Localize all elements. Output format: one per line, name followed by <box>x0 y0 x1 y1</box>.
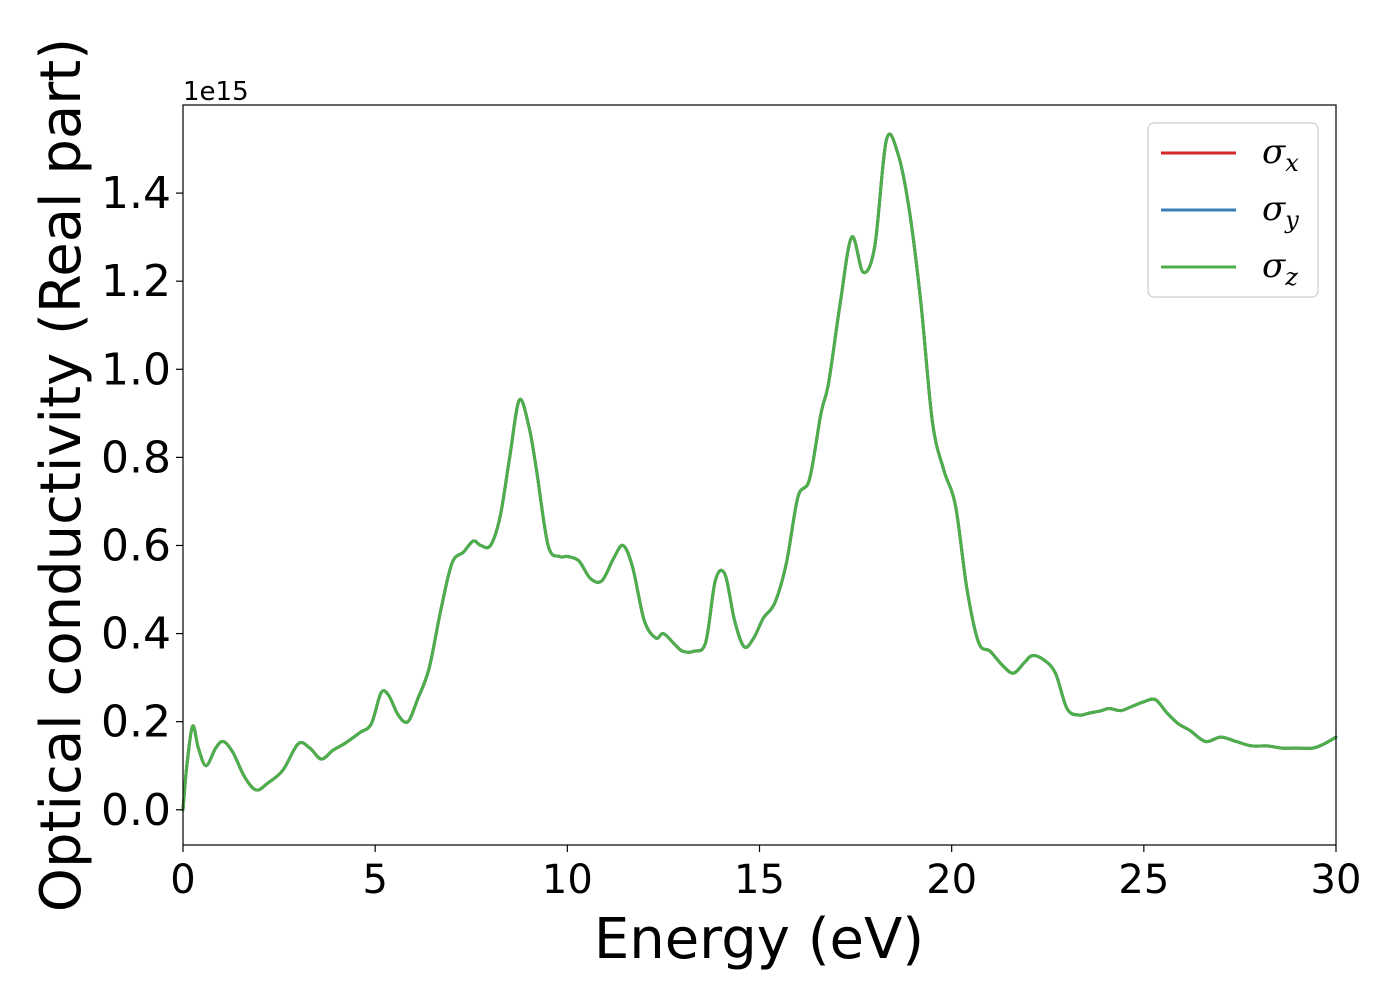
y-tick-label: 0.0 <box>101 785 171 836</box>
series-line-z <box>181 132 1338 812</box>
x-tick-label: 5 <box>362 857 387 903</box>
x-tick-label: 25 <box>1118 857 1169 903</box>
x-tick-label: 0 <box>170 857 195 903</box>
y-tick-label: 0.8 <box>101 432 171 483</box>
series-layer <box>181 132 1338 812</box>
y-offset-text: 1e15 <box>183 77 249 107</box>
x-axis: 0 5 10 15 20 25 30 <box>170 845 1361 903</box>
y-tick-label: 0.4 <box>101 609 171 660</box>
x-axis-label: Energy (eV) <box>594 907 924 972</box>
y-tick-label: 0.2 <box>101 697 171 748</box>
legend-label-main: σ <box>1262 189 1286 229</box>
x-tick-label: 30 <box>1311 857 1362 903</box>
legend-label-main: σ <box>1262 246 1286 286</box>
x-tick-label: 15 <box>734 857 785 903</box>
legend-label-subscript: y <box>1284 206 1299 234</box>
x-tick-label: 20 <box>926 857 977 903</box>
y-axis: 0.0 0.2 0.4 0.6 0.8 1.0 1.2 1.4 <box>101 168 183 836</box>
legend-label-main: σ <box>1262 132 1286 172</box>
legend-label-subscript: z <box>1284 263 1298 291</box>
y-tick-label: 0.6 <box>101 520 171 571</box>
y-axis-label: Optical conductivity (Real part) <box>29 38 94 912</box>
legend-label-y: σy <box>1262 189 1299 234</box>
legend-label-subscript: x <box>1285 149 1299 177</box>
y-tick-label: 1.4 <box>101 168 171 219</box>
y-tick-label: 1.2 <box>101 256 171 307</box>
legend-label-x: σx <box>1262 132 1299 177</box>
y-tick-label: 1.0 <box>101 344 171 395</box>
legend-label-z: σz <box>1262 246 1298 291</box>
x-tick-label: 10 <box>542 857 593 903</box>
